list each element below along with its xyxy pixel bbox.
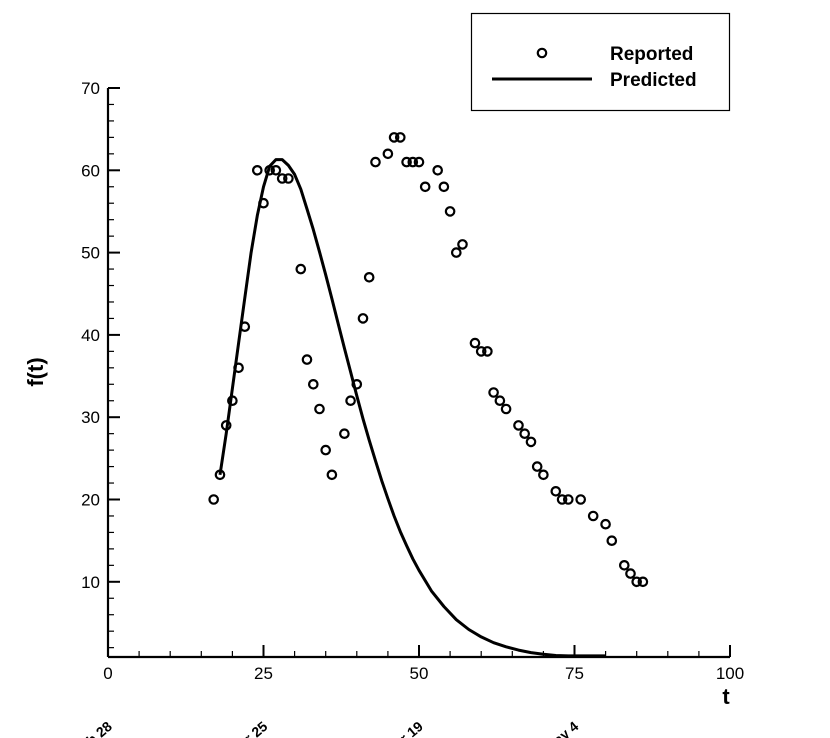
reported-point (320, 444, 331, 456)
reported-point (513, 420, 524, 431)
reported-point (407, 156, 419, 168)
reported-point (556, 494, 568, 505)
reported-point (444, 206, 456, 217)
reported-point (227, 395, 238, 406)
x-ticks: 0 25 50 75 100 (103, 645, 744, 683)
reported-point (606, 535, 618, 546)
reported-point (251, 165, 263, 176)
x-tick-label: 0 (103, 664, 112, 683)
legend-reported-label: Reported (610, 44, 693, 65)
legend-reported-marker (536, 47, 548, 59)
reported-point (488, 387, 499, 398)
reported-point (438, 181, 450, 193)
reported-point (531, 461, 543, 472)
reported-point (457, 239, 468, 250)
reported-point (432, 165, 443, 176)
reported-point (363, 271, 375, 283)
reported-point (525, 436, 537, 448)
reported-point (401, 156, 412, 168)
reported-point (587, 510, 599, 522)
y-tick-label: 20 (81, 491, 100, 510)
reported-point (214, 469, 226, 481)
reported-point (283, 173, 294, 184)
reported-point (276, 173, 288, 184)
reported-point (475, 346, 487, 357)
reported-point (307, 378, 319, 390)
predicted-line (218, 158, 606, 658)
reported-point (270, 165, 282, 176)
reported-point (625, 568, 636, 579)
date-label: Mar 25 (226, 718, 270, 738)
y-axis-title: f(t) (23, 357, 48, 386)
reported-point (562, 494, 574, 505)
reported-point (413, 156, 425, 168)
reported-point (618, 559, 630, 571)
reported-point (419, 181, 431, 193)
reported-point (637, 576, 649, 588)
legend: Reported Predicted (470, 12, 731, 112)
y-ticks: 10 20 30 40 50 60 70 (81, 79, 120, 592)
reported-point (208, 494, 219, 505)
reported-point (394, 132, 406, 143)
x-axis-title: t (722, 684, 730, 709)
date-label: Feb 28 (71, 718, 115, 738)
y-tick-label: 70 (81, 79, 100, 98)
date-label: Apr 19 (382, 718, 426, 738)
reported-point (538, 469, 549, 481)
y-tick-label: 10 (81, 573, 100, 592)
x-tick-label: 100 (716, 664, 744, 683)
reported-point (339, 428, 350, 439)
reported-point (388, 132, 400, 143)
reported-point (575, 494, 586, 505)
y-tick-label: 40 (81, 326, 100, 345)
reported-point (239, 321, 251, 332)
legend-predicted-label: Predicted (610, 70, 697, 91)
reported-point (469, 337, 481, 349)
plot-area (208, 132, 649, 658)
x-tick-label: 25 (254, 664, 273, 683)
x-tick-label: 50 (410, 664, 429, 683)
reported-point (600, 518, 611, 530)
reported-point (326, 469, 338, 481)
reported-point (482, 346, 493, 357)
reported-point (233, 362, 244, 374)
reported-point (494, 395, 506, 406)
minor-ticks (108, 103, 700, 657)
legend-box (470, 12, 731, 112)
reported-point (382, 148, 394, 160)
reported-point (301, 354, 313, 365)
reported-point (357, 313, 369, 324)
reported-point (220, 420, 232, 431)
y-tick-label: 50 (81, 244, 100, 263)
y-tick-label: 60 (81, 161, 100, 180)
reported-point (450, 247, 462, 258)
reported-point (631, 576, 642, 588)
date-labels: Feb 28 Mar 25 Apr 19 May 4 (71, 718, 582, 738)
x-tick-label: 75 (565, 664, 584, 683)
y-tick-label: 30 (81, 408, 100, 427)
reported-point (550, 485, 562, 497)
reported-point (519, 428, 530, 439)
reported-point (345, 395, 356, 406)
reported-point (500, 403, 512, 415)
reported-point (258, 197, 269, 209)
reported-point (264, 165, 275, 176)
reported-point (314, 403, 325, 415)
reported-point (295, 263, 307, 275)
reported-point (370, 156, 381, 168)
date-label: May 4 (541, 718, 581, 738)
reported-point (351, 378, 363, 390)
